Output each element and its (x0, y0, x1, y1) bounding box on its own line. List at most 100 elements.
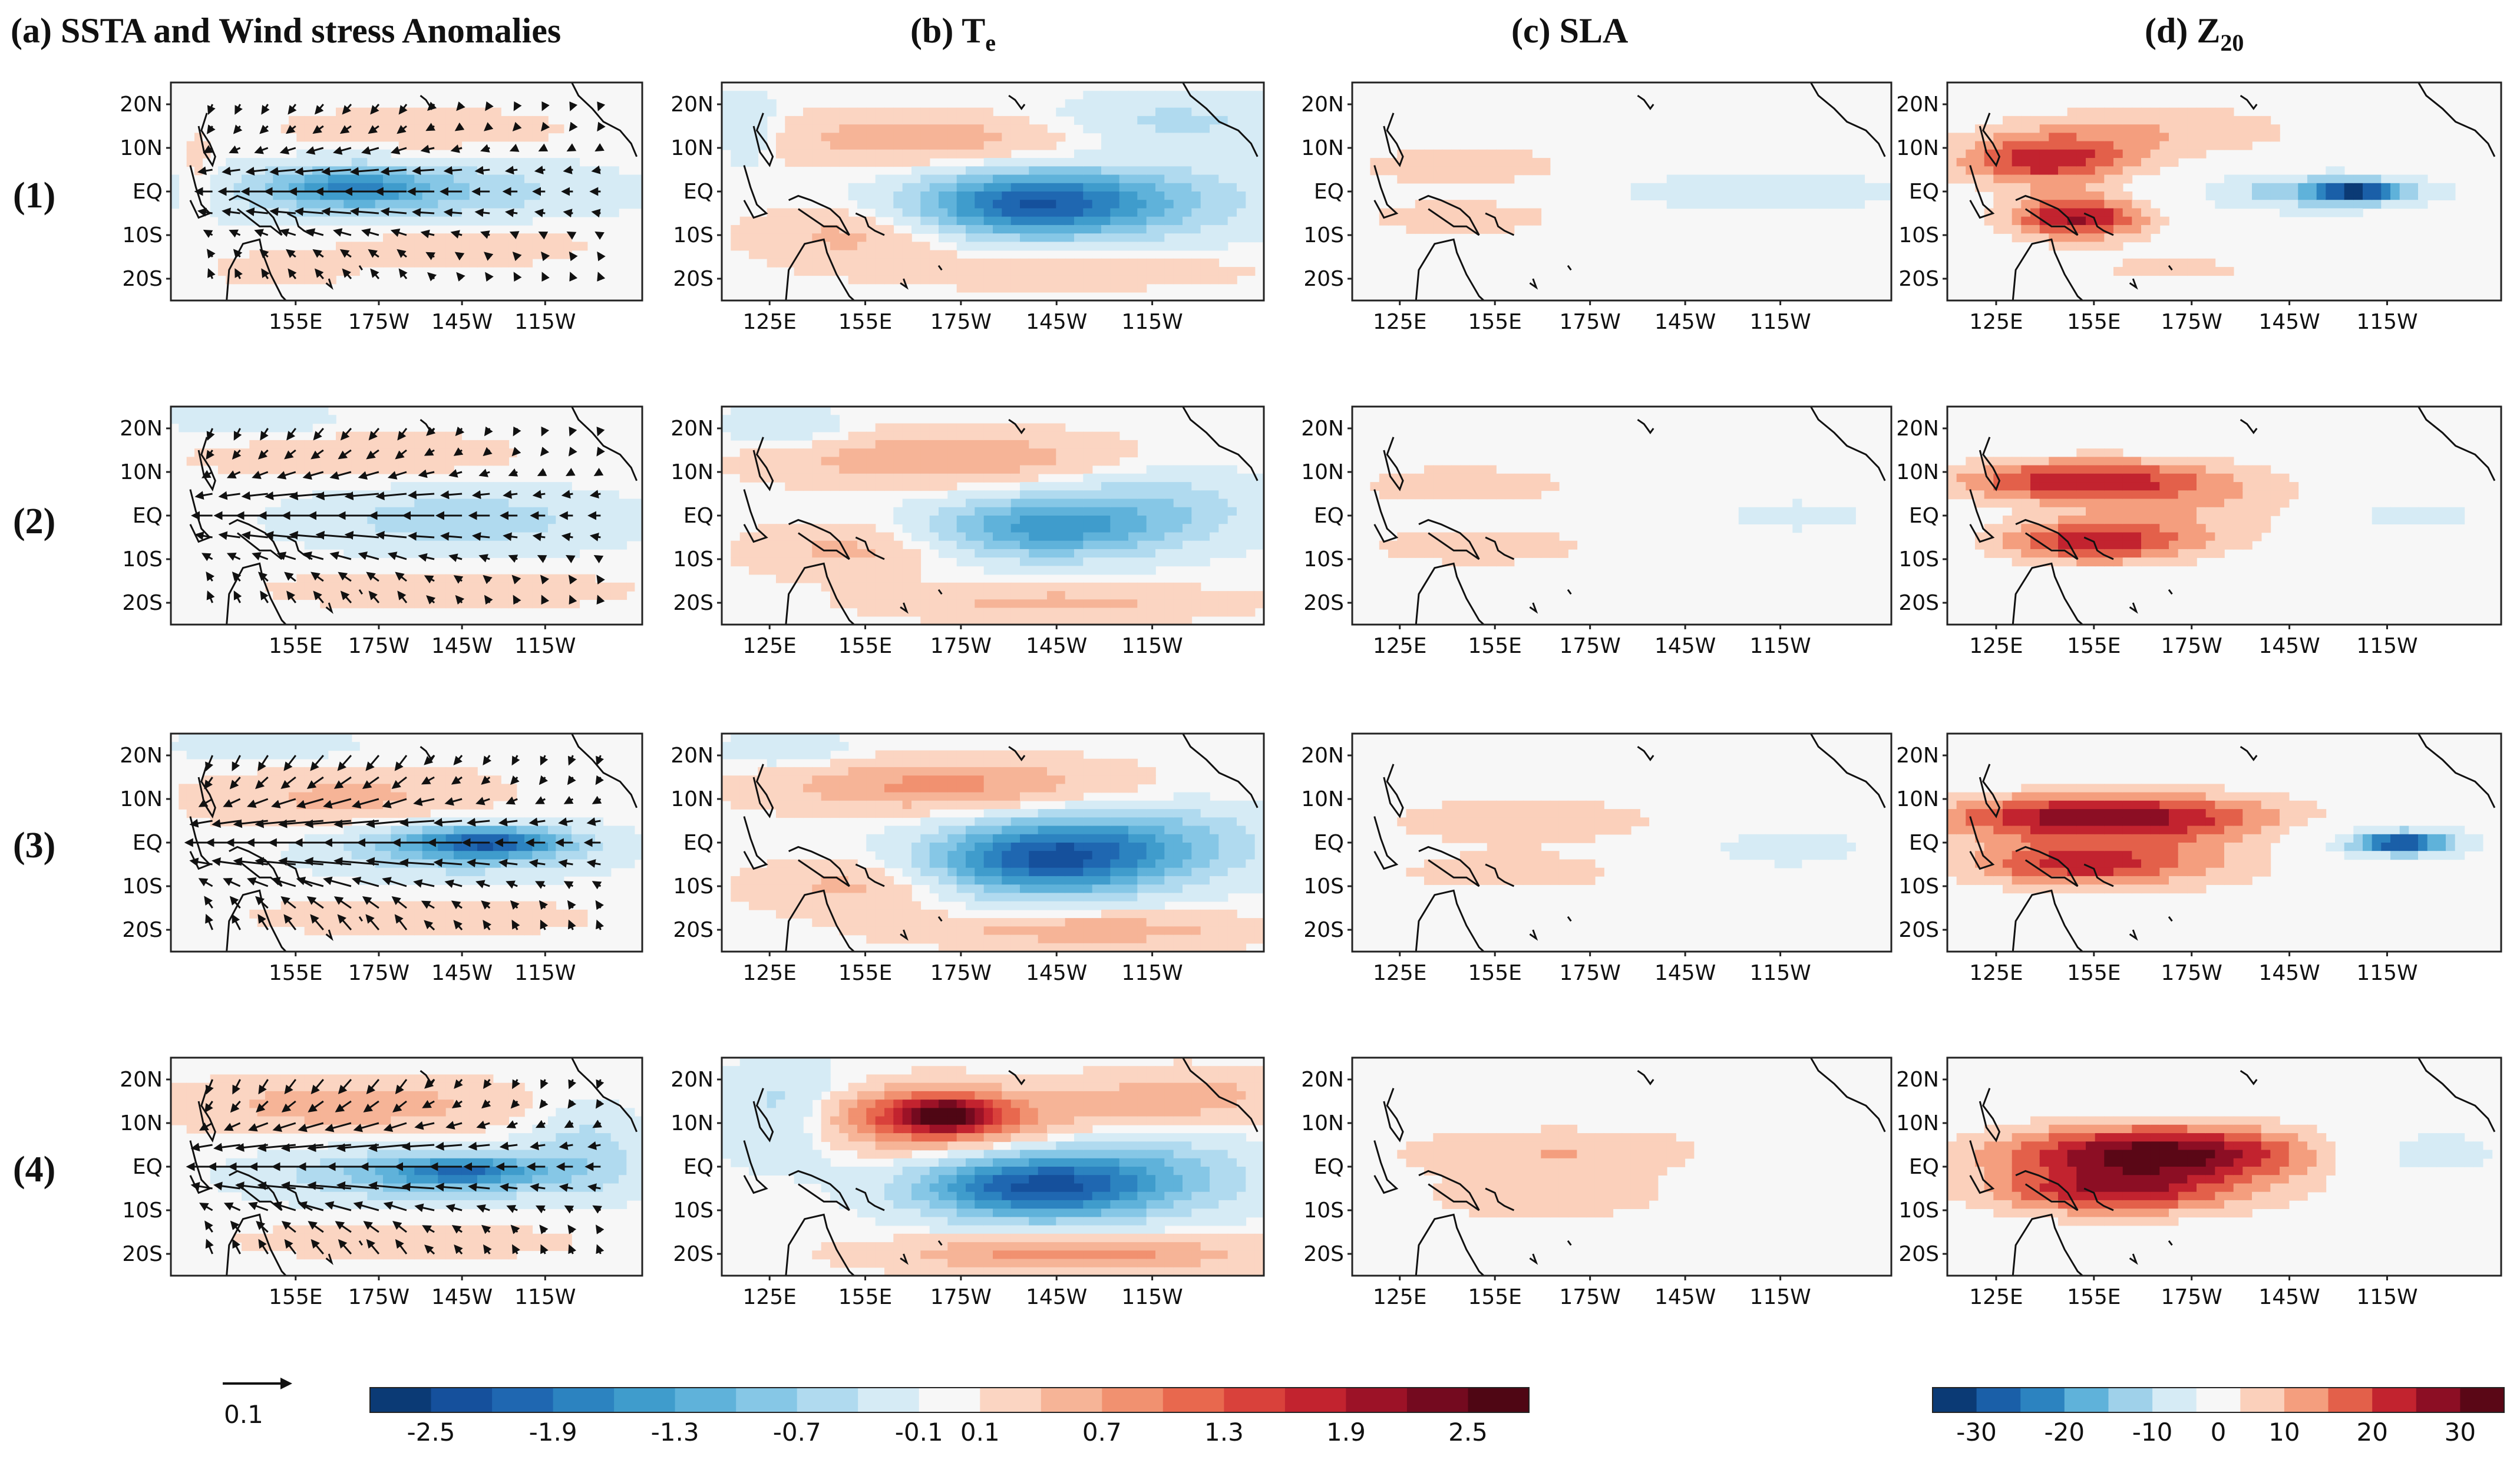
field-cell (2095, 200, 2105, 209)
field-cell (1083, 516, 1093, 524)
field-cell (1010, 183, 1020, 192)
field-cell (975, 115, 985, 125)
field-cell (540, 174, 549, 184)
field-cell (1522, 482, 1533, 491)
field-cell (595, 174, 604, 184)
field-cell (993, 507, 1003, 516)
field-cell (2095, 208, 2105, 217)
field-cell (2058, 200, 2068, 209)
field-cell (336, 191, 345, 200)
field-cell (1047, 440, 1057, 449)
field-cell (1047, 200, 1057, 209)
field-cell (983, 107, 993, 117)
field-cell (1002, 158, 1012, 167)
y-tick-label: 10S (1303, 223, 1344, 247)
field-cell (320, 516, 329, 524)
field-cell (1083, 258, 1093, 268)
field-cell (866, 473, 876, 483)
wind-arrow (321, 207, 352, 216)
field-cell (1128, 267, 1138, 276)
field-cell (1712, 191, 1722, 200)
wind-arrow (206, 571, 215, 582)
field-cell (1451, 473, 1461, 483)
field-cell (2252, 115, 2262, 125)
y-tick-label: 20S (122, 591, 163, 615)
field-cell (929, 532, 939, 542)
field-cell (359, 574, 368, 583)
field-cell (939, 532, 949, 542)
field-cell (947, 183, 957, 192)
field-cell (1074, 465, 1084, 474)
field-cell (739, 242, 749, 251)
field-cell (1119, 490, 1129, 500)
field-cell (1487, 540, 1497, 550)
field-cell (722, 124, 732, 134)
field-cell (398, 516, 407, 524)
field-cell (501, 115, 510, 125)
field-cell (383, 524, 392, 533)
field-cell (2141, 124, 2151, 134)
field-cell (1200, 124, 1210, 134)
field-cell (383, 448, 392, 458)
field-cell (1164, 507, 1174, 516)
field-cell (2049, 141, 2059, 150)
field-cell (2150, 166, 2161, 176)
field-cell (1415, 200, 1425, 209)
field-cell (866, 158, 876, 167)
field-cell (947, 490, 957, 500)
field-cell (2353, 174, 2363, 184)
field-cell (1218, 607, 1228, 617)
field-cell (866, 591, 876, 600)
field-cell (422, 115, 431, 125)
wind-arrow (595, 231, 605, 240)
field-cell (1164, 532, 1174, 542)
field-cell (911, 133, 922, 142)
field-cell (320, 267, 329, 276)
field-cell (767, 216, 777, 226)
field-cell (603, 208, 612, 217)
field-cell (1227, 107, 1237, 117)
field-cell (1210, 191, 1220, 200)
field-cell (218, 191, 227, 200)
field-cell (993, 191, 1003, 200)
field-cell (1200, 482, 1210, 491)
field-cell (257, 174, 266, 184)
field-cell (328, 440, 336, 449)
field-cell (785, 532, 795, 542)
field-cell (758, 407, 768, 415)
field-cell (2122, 174, 2133, 184)
field-cell (367, 516, 376, 524)
field-cell (776, 250, 786, 259)
field-cell (634, 524, 642, 533)
field-cell (2150, 133, 2161, 142)
field-cell (1010, 115, 1020, 125)
field-cell (1237, 607, 1247, 617)
field-cell (939, 440, 949, 449)
field-cell (1146, 465, 1156, 474)
field-cell (249, 407, 258, 415)
field-cell (445, 141, 454, 150)
field-cell (956, 233, 966, 243)
field-cell (320, 174, 329, 184)
field-cell (920, 124, 930, 134)
field-cell (785, 423, 795, 432)
field-cell (731, 124, 741, 134)
field-cell (186, 158, 195, 167)
field-cell (749, 540, 759, 550)
field-cell (1173, 191, 1183, 200)
field-cell (812, 158, 822, 167)
field-cell (2058, 166, 2068, 176)
field-cell (438, 465, 447, 474)
field-cell (2261, 133, 2271, 142)
field-cell (1110, 448, 1120, 458)
field-cell (1183, 524, 1193, 533)
wind-arrow (276, 552, 296, 560)
field-cell (548, 174, 557, 184)
field-cell (739, 115, 749, 125)
wind-arrow (313, 428, 324, 441)
field-cell (1254, 174, 1264, 184)
field-cell (1110, 91, 1120, 100)
field-cell (1237, 540, 1247, 550)
field-cell (902, 133, 912, 142)
field-cell (532, 200, 541, 209)
